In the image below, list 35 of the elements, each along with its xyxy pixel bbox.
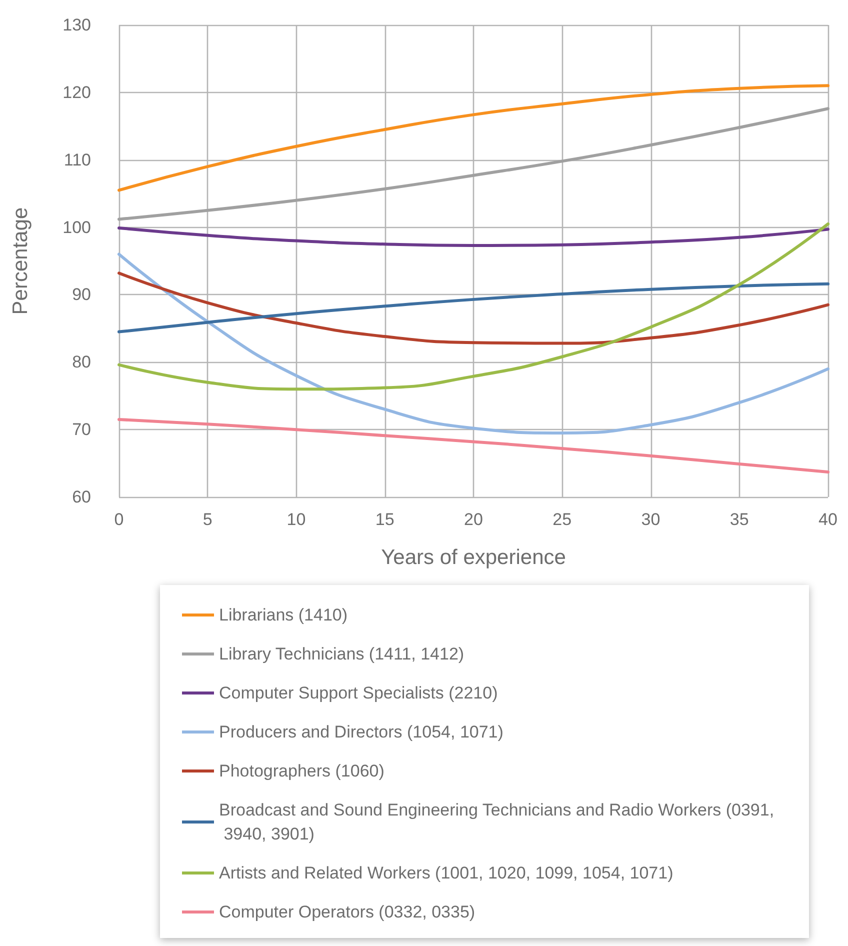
y-tick-label: 70 <box>72 420 91 440</box>
line-series <box>118 418 830 474</box>
legend-label: Computer Operators (0332, 0335) <box>219 902 476 922</box>
x-tick-label: 25 <box>552 510 572 529</box>
legend-label: Artists and Related Workers (1001, 1020, 1099, 1054, 1071) <box>219 864 674 882</box>
line-series <box>118 84 830 192</box>
legend-label: Photographers (1060) <box>219 762 384 780</box>
line-series <box>118 272 830 345</box>
legend-label: Library Technicians (1411, 1412) <box>219 644 464 664</box>
x-tick-label: 0 <box>114 510 124 529</box>
x-tick-label: 30 <box>641 510 660 529</box>
x-tick-label: 40 <box>818 510 838 529</box>
x-axis-title: Years of experience <box>381 546 566 569</box>
y-axis-title: Percentage <box>9 207 32 315</box>
x-tick-label: 35 <box>730 510 749 529</box>
y-tick-label: 90 <box>72 285 91 304</box>
y-tick-label: 100 <box>62 218 91 237</box>
x-tick-label: 5 <box>202 510 212 529</box>
line-series <box>118 282 830 334</box>
x-tick-label: 10 <box>286 510 306 529</box>
legend-label: Librarians (1410) <box>219 606 348 624</box>
line-series <box>118 252 830 434</box>
line-series <box>118 226 830 247</box>
y-tick-label: 120 <box>62 82 91 102</box>
y-tick-label: 60 <box>72 488 91 506</box>
x-tick-label: 15 <box>375 510 394 529</box>
y-tick-label: 110 <box>64 150 91 170</box>
legend-label: Computer Support Specialists (2210) <box>219 684 498 702</box>
line-series <box>118 222 830 391</box>
line-series <box>118 107 830 221</box>
y-tick-label: 130 <box>62 16 91 34</box>
legend-label: Broadcast and Sound Engineering Technicians and Radio Workers (0391, 3940, 3901) <box>219 800 774 844</box>
x-tick-label: 20 <box>464 510 483 529</box>
legend-label: Producers and Directors (1054, 1071) <box>219 722 504 742</box>
y-tick-label: 80 <box>72 352 91 372</box>
